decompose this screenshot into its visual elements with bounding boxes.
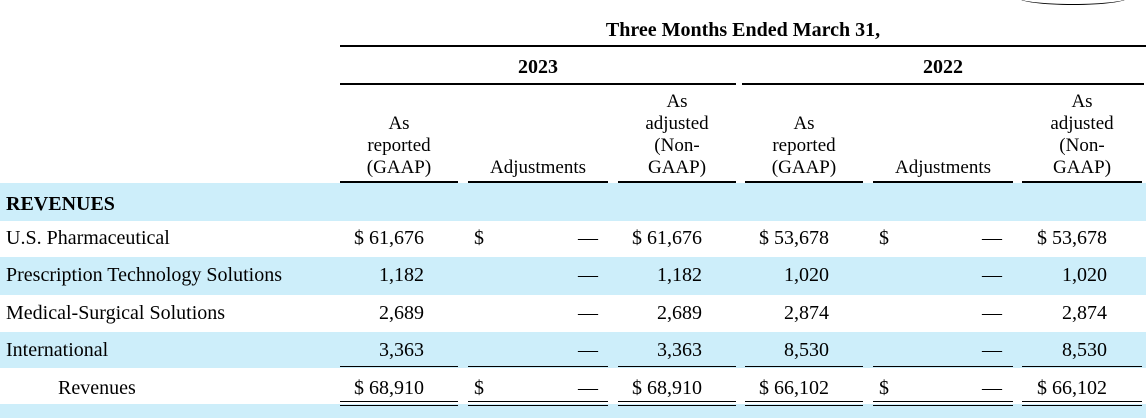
cell-c5: — xyxy=(982,339,1002,361)
subtotal-rule-2 xyxy=(468,366,608,367)
period-header: Three Months Ended March 31, xyxy=(605,19,881,41)
cell-c2: — xyxy=(578,227,598,249)
cell-c4: 1,020 xyxy=(784,264,829,286)
total-double-rule-1a xyxy=(340,401,458,402)
col-rule-2 xyxy=(468,181,608,183)
section-label: REVENUES xyxy=(6,193,115,215)
total-double-rule-4a xyxy=(745,401,863,402)
cell-c6: 8,530 xyxy=(1062,339,1107,361)
total-double-rule-2a xyxy=(468,401,608,402)
cell-c6: 1,020 xyxy=(1062,264,1107,286)
corner-mark xyxy=(1018,0,1128,5)
cell-c2: — xyxy=(578,302,598,324)
total-c2: — xyxy=(578,377,598,399)
total-double-rule-2b xyxy=(468,405,608,406)
total-double-rule-6a xyxy=(1022,401,1142,402)
total-double-rule-1b xyxy=(340,405,458,406)
col-header-6: As adjusted (Non- GAAP) xyxy=(1050,91,1114,178)
cell-c3: 3,363 xyxy=(657,339,702,361)
col-header-4: As reported (GAAP) xyxy=(771,113,837,178)
total-c4: $ 66,102 xyxy=(759,377,829,399)
row-band-2 xyxy=(0,257,1146,295)
subtotal-rule-5 xyxy=(873,366,1013,367)
col-header-2: Adjustments xyxy=(489,157,587,178)
cell-c5: — xyxy=(982,302,1002,324)
year-rule-2023 xyxy=(340,83,736,85)
year-rule-2022 xyxy=(742,83,1144,85)
cell-c2: — xyxy=(578,264,598,286)
total-c1: $ 68,910 xyxy=(354,377,424,399)
cell-c1: 1,182 xyxy=(379,264,424,286)
cell-c4: 8,530 xyxy=(784,339,829,361)
cell-c1: 2,689 xyxy=(379,302,424,324)
row-label: International xyxy=(6,339,109,361)
col-rule-5 xyxy=(873,181,1013,183)
subtotal-rule-6 xyxy=(1022,366,1142,367)
cell-c2: — xyxy=(578,339,598,361)
subtotal-rule-1 xyxy=(340,366,458,367)
row-label: U.S. Pharmaceutical xyxy=(6,227,170,249)
col-rule-6 xyxy=(1022,181,1142,183)
total-double-rule-5a xyxy=(873,401,1013,402)
cell-c3: $ 61,676 xyxy=(632,227,702,249)
cell-c6: 2,874 xyxy=(1062,302,1107,324)
subtotal-rule-3 xyxy=(618,366,736,367)
total-c5-dollar: $ xyxy=(879,377,889,399)
col-rule-4 xyxy=(745,181,863,183)
subtotal-rule-4 xyxy=(745,366,863,367)
row-band-4 xyxy=(0,332,1146,368)
cell-c4: 2,874 xyxy=(784,302,829,324)
cell-c3: 2,689 xyxy=(657,302,702,324)
total-double-rule-3b xyxy=(618,405,736,406)
total-double-rule-4b xyxy=(745,405,863,406)
header-band xyxy=(0,183,1146,221)
total-c2-dollar: $ xyxy=(474,377,484,399)
col-header-1: As reported (GAAP) xyxy=(366,113,432,178)
row-label: Medical-Surgical Solutions xyxy=(6,302,226,324)
cell-c3: 1,182 xyxy=(657,264,702,286)
total-double-rule-6b xyxy=(1022,405,1142,406)
period-rule xyxy=(340,45,1146,47)
cell-c5-dollar: $ xyxy=(879,227,889,249)
cell-c5: — xyxy=(982,264,1002,286)
total-double-rule-5b xyxy=(873,405,1013,406)
row-label: Prescription Technology Solutions xyxy=(6,264,282,286)
total-c3: $ 68,910 xyxy=(632,377,702,399)
row-band-bottom xyxy=(0,404,1146,418)
cell-c2-dollar: $ xyxy=(474,227,484,249)
col-header-3: As adjusted (Non- GAAP) xyxy=(645,91,709,178)
year-2023: 2023 xyxy=(518,56,558,78)
cell-c1: 3,363 xyxy=(379,339,424,361)
total-double-rule-3a xyxy=(618,401,736,402)
col-header-5: Adjustments xyxy=(894,157,992,178)
total-c6: $ 66,102 xyxy=(1037,377,1107,399)
cell-c6: $ 53,678 xyxy=(1037,227,1107,249)
cell-c1: $ 61,676 xyxy=(354,227,424,249)
total-c5: — xyxy=(982,377,1002,399)
cell-c5: — xyxy=(982,227,1002,249)
total-label: Revenues xyxy=(58,377,136,399)
col-rule-1 xyxy=(340,181,458,183)
col-rule-3 xyxy=(618,181,736,183)
cell-c4: $ 53,678 xyxy=(759,227,829,249)
year-2022: 2022 xyxy=(923,56,963,78)
